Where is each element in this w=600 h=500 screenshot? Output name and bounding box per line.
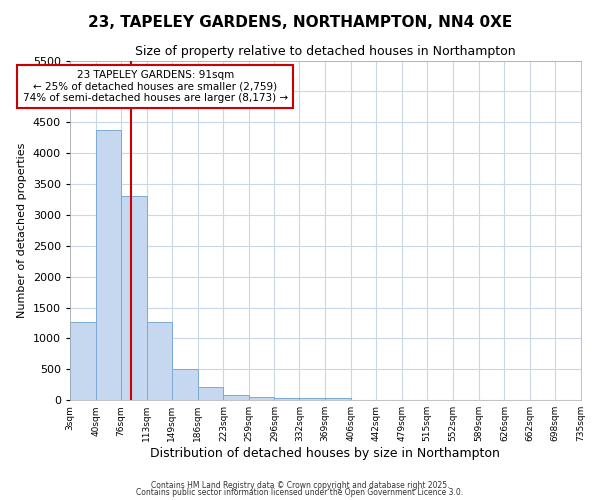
X-axis label: Distribution of detached houses by size in Northampton: Distribution of detached houses by size …	[151, 447, 500, 460]
Text: 23, TAPELEY GARDENS, NORTHAMPTON, NN4 0XE: 23, TAPELEY GARDENS, NORTHAMPTON, NN4 0X…	[88, 15, 512, 30]
Bar	[147, 322, 172, 400]
Bar	[96, 130, 121, 400]
Text: Contains public sector information licensed under the Open Government Licence 3.: Contains public sector information licen…	[136, 488, 464, 497]
Bar	[325, 398, 351, 400]
Bar	[248, 396, 274, 400]
Text: 23 TAPELEY GARDENS: 91sqm
← 25% of detached houses are smaller (2,759)
74% of se: 23 TAPELEY GARDENS: 91sqm ← 25% of detac…	[23, 70, 287, 103]
Bar	[223, 394, 248, 400]
Text: Contains HM Land Registry data © Crown copyright and database right 2025.: Contains HM Land Registry data © Crown c…	[151, 480, 449, 490]
Bar	[299, 398, 325, 400]
Y-axis label: Number of detached properties: Number of detached properties	[17, 142, 28, 318]
Bar	[70, 322, 96, 400]
Bar	[274, 398, 299, 400]
Bar	[197, 386, 223, 400]
Bar	[172, 370, 197, 400]
Bar	[121, 196, 147, 400]
Title: Size of property relative to detached houses in Northampton: Size of property relative to detached ho…	[135, 45, 515, 58]
